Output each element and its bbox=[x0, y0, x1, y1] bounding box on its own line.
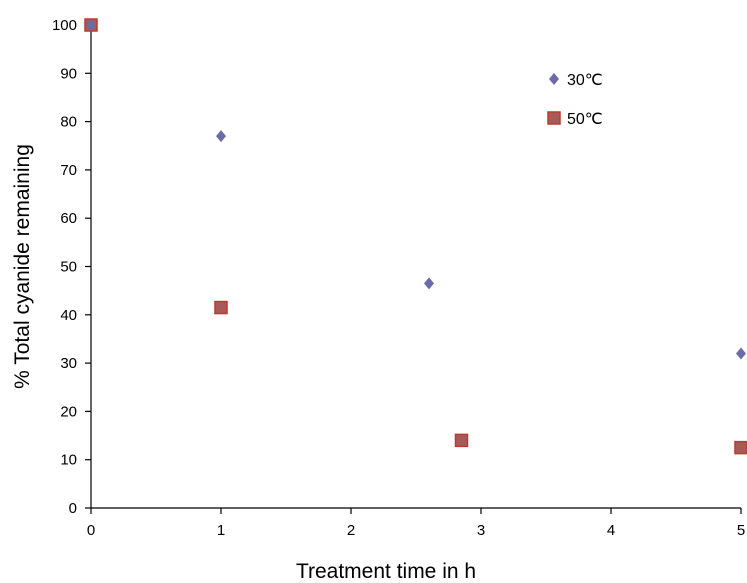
series-30c-point bbox=[216, 130, 226, 143]
y-ticks: 0 10 20 30 40 50 60 70 80 90 100 bbox=[52, 17, 91, 517]
y-tick-label: 50 bbox=[60, 259, 77, 276]
x-tick-label: 1 bbox=[217, 522, 225, 539]
y-tick-label: 0 bbox=[69, 500, 77, 517]
x-tick-label: 0 bbox=[87, 522, 95, 539]
legend-label: 30℃ bbox=[567, 72, 603, 89]
y-tick-label: 100 bbox=[52, 17, 77, 34]
legend-marker-30c bbox=[549, 73, 559, 85]
y-tick-label: 30 bbox=[60, 355, 77, 372]
series-50c-point bbox=[214, 300, 228, 315]
x-tick-label: 2 bbox=[347, 522, 355, 539]
series-50c-point bbox=[454, 433, 469, 448]
series-30c-point bbox=[424, 277, 434, 290]
series-30c-point bbox=[86, 19, 96, 31]
x-tick-label: 5 bbox=[737, 522, 745, 539]
y-tick-label: 40 bbox=[60, 307, 77, 324]
legend-marker-50c bbox=[547, 111, 561, 125]
y-tick-label: 90 bbox=[60, 65, 77, 82]
legend-label: 50℃ bbox=[567, 111, 603, 128]
y-tick-label: 20 bbox=[60, 403, 77, 420]
axes bbox=[90, 25, 741, 509]
series-50c-point bbox=[734, 440, 747, 455]
legend: 30℃ 50℃ bbox=[547, 72, 603, 128]
x-tick-label: 3 bbox=[477, 522, 485, 539]
y-tick-label: 70 bbox=[60, 162, 77, 179]
x-axis-title: Treatment time in h bbox=[296, 560, 476, 583]
y-tick-label: 10 bbox=[60, 452, 77, 469]
x-tick-label: 4 bbox=[607, 522, 615, 539]
x-ticks: 0 1 2 3 4 5 bbox=[87, 508, 745, 539]
data-points bbox=[84, 18, 747, 455]
series-30c-point bbox=[736, 347, 746, 360]
y-tick-label: 60 bbox=[60, 210, 77, 227]
y-axis-title: % Total cyanide remaining bbox=[11, 144, 34, 389]
y-tick-label: 80 bbox=[60, 114, 77, 131]
